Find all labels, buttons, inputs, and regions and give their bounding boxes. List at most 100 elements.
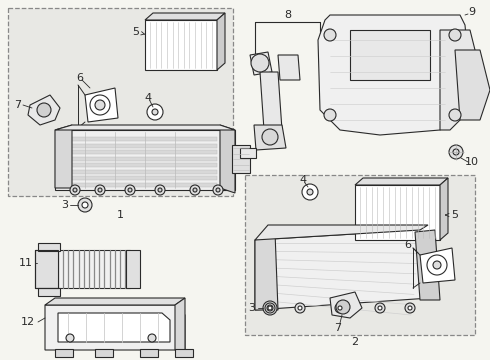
Polygon shape xyxy=(45,298,185,305)
Polygon shape xyxy=(255,230,430,310)
Bar xyxy=(145,20,217,70)
Ellipse shape xyxy=(193,188,197,192)
Polygon shape xyxy=(260,72,282,130)
Text: 3: 3 xyxy=(62,200,69,210)
Ellipse shape xyxy=(95,100,105,110)
Text: 7: 7 xyxy=(14,100,22,110)
Polygon shape xyxy=(55,125,72,188)
Ellipse shape xyxy=(125,185,135,195)
Polygon shape xyxy=(85,88,118,122)
Ellipse shape xyxy=(449,29,461,41)
Polygon shape xyxy=(440,30,480,130)
Polygon shape xyxy=(220,125,235,193)
Text: 6: 6 xyxy=(76,73,83,83)
Polygon shape xyxy=(35,250,58,288)
Bar xyxy=(140,349,158,357)
Ellipse shape xyxy=(95,185,105,195)
Ellipse shape xyxy=(190,185,200,195)
Bar xyxy=(62,150,217,154)
Ellipse shape xyxy=(128,188,132,192)
Polygon shape xyxy=(175,298,185,350)
Ellipse shape xyxy=(155,185,165,195)
Polygon shape xyxy=(45,305,185,350)
Bar xyxy=(55,349,73,357)
Text: 9: 9 xyxy=(468,7,476,17)
Ellipse shape xyxy=(427,255,447,275)
Text: 1: 1 xyxy=(117,210,123,220)
Text: 5: 5 xyxy=(132,27,145,37)
Polygon shape xyxy=(355,178,448,185)
Ellipse shape xyxy=(37,103,51,117)
FancyBboxPatch shape xyxy=(245,175,475,335)
Polygon shape xyxy=(255,232,278,310)
Polygon shape xyxy=(217,13,225,70)
Bar xyxy=(62,137,217,141)
Ellipse shape xyxy=(70,185,80,195)
Bar xyxy=(175,349,193,357)
Bar xyxy=(62,170,217,174)
Bar xyxy=(232,145,250,173)
Ellipse shape xyxy=(158,188,162,192)
Ellipse shape xyxy=(433,261,441,269)
Polygon shape xyxy=(420,248,455,283)
Bar xyxy=(55,250,130,288)
Text: 4: 4 xyxy=(145,93,151,103)
Polygon shape xyxy=(58,313,170,342)
Ellipse shape xyxy=(449,145,463,159)
Ellipse shape xyxy=(324,109,336,121)
Ellipse shape xyxy=(375,303,385,313)
Ellipse shape xyxy=(78,198,92,212)
Polygon shape xyxy=(318,15,470,135)
Ellipse shape xyxy=(98,188,102,192)
Bar xyxy=(62,144,217,148)
Polygon shape xyxy=(440,178,448,240)
Text: 4: 4 xyxy=(299,175,307,185)
Bar xyxy=(62,163,217,167)
Ellipse shape xyxy=(307,189,313,195)
Ellipse shape xyxy=(335,303,345,313)
Bar xyxy=(350,30,430,80)
Bar xyxy=(55,130,235,190)
Ellipse shape xyxy=(449,109,461,121)
Bar xyxy=(95,349,113,357)
Ellipse shape xyxy=(216,188,220,192)
Ellipse shape xyxy=(405,303,415,313)
Polygon shape xyxy=(330,292,362,318)
Ellipse shape xyxy=(152,109,158,115)
Text: 5: 5 xyxy=(445,210,459,220)
Text: 11: 11 xyxy=(19,258,33,268)
Bar xyxy=(38,288,60,296)
Ellipse shape xyxy=(66,334,74,342)
Ellipse shape xyxy=(453,149,459,155)
Polygon shape xyxy=(278,55,300,80)
Ellipse shape xyxy=(298,306,302,310)
Ellipse shape xyxy=(408,306,412,310)
Polygon shape xyxy=(28,95,60,125)
Ellipse shape xyxy=(147,104,163,120)
Polygon shape xyxy=(240,148,256,158)
Polygon shape xyxy=(145,13,225,20)
Ellipse shape xyxy=(148,334,156,342)
Ellipse shape xyxy=(295,303,305,313)
Ellipse shape xyxy=(268,306,272,310)
FancyBboxPatch shape xyxy=(8,8,233,196)
Ellipse shape xyxy=(251,54,269,72)
Bar xyxy=(62,157,217,161)
Ellipse shape xyxy=(90,95,110,115)
Bar xyxy=(62,176,217,180)
Polygon shape xyxy=(254,125,286,150)
Ellipse shape xyxy=(267,305,273,311)
Ellipse shape xyxy=(378,306,382,310)
Text: 7: 7 xyxy=(335,323,342,333)
Bar xyxy=(62,183,217,187)
Polygon shape xyxy=(55,125,235,130)
Ellipse shape xyxy=(338,306,342,310)
Text: 10: 10 xyxy=(465,157,479,167)
Text: 3: 3 xyxy=(248,303,255,313)
Ellipse shape xyxy=(302,184,318,200)
Text: 2: 2 xyxy=(351,337,359,347)
Polygon shape xyxy=(126,250,140,288)
Polygon shape xyxy=(415,230,440,300)
Ellipse shape xyxy=(263,301,277,315)
Ellipse shape xyxy=(324,29,336,41)
